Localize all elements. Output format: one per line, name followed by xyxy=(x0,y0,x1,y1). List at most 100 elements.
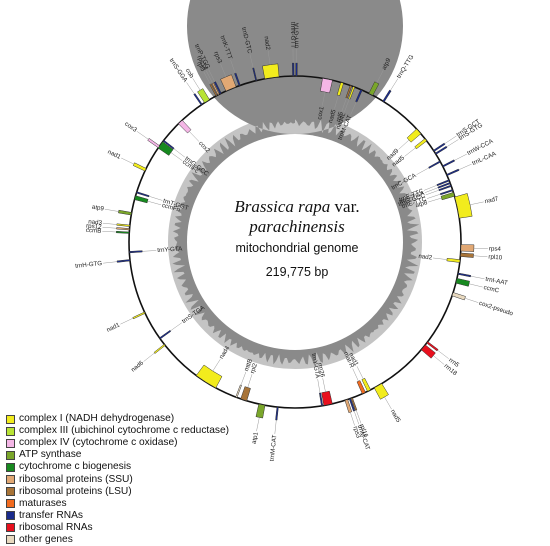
gene-label: trnH-GTG xyxy=(75,260,103,270)
gene-block xyxy=(133,312,145,319)
legend-swatch xyxy=(6,415,15,424)
legend-item: complex I (NADH dehydrogenase) xyxy=(6,413,306,425)
gene-block xyxy=(135,196,149,203)
gene-block xyxy=(428,161,440,169)
gene-leader-line xyxy=(390,79,397,91)
gene-block xyxy=(236,385,242,398)
gene-leader-line xyxy=(103,262,117,264)
legend-item: ribosomal proteins (SSU) xyxy=(6,473,306,485)
legend-item: ribosomal proteins (LSU) xyxy=(6,486,306,498)
gene-leader-line xyxy=(356,410,361,423)
gene-block xyxy=(458,273,471,277)
gene-leader-line xyxy=(187,82,195,94)
legend-swatch xyxy=(6,427,15,436)
gene-label: atp9 xyxy=(91,204,105,213)
gene-trnw-cca[interactable]: trnW-CCA xyxy=(442,137,495,167)
gene-block xyxy=(178,120,191,133)
gene-leader-line xyxy=(433,258,447,260)
gene-label: trnQ-TTG xyxy=(396,53,416,79)
gene-label: cox2-pseudo xyxy=(478,300,514,318)
legend-label: ribosomal RNAs xyxy=(19,522,93,534)
gene-leader-line xyxy=(318,379,320,393)
gene-leader-line xyxy=(213,359,221,371)
gene-cox2[interactable]: cox2 xyxy=(178,120,211,154)
gene-cox3[interactable]: cox3 xyxy=(123,120,159,147)
gene-block xyxy=(129,251,142,253)
gene-leader-line xyxy=(470,202,484,205)
legend-swatch xyxy=(6,463,15,472)
legend-item: transfer RNAs xyxy=(6,510,306,522)
genome-size: 219,775 bp xyxy=(266,265,329,279)
gene-rps4[interactable]: rps4 xyxy=(461,245,502,253)
gene-block xyxy=(292,63,294,76)
gene-block xyxy=(447,258,460,262)
gene-cox2-pseudo[interactable]: cox2-pseudo xyxy=(452,292,514,317)
gene-trnh-gtg[interactable]: trnH-GTG xyxy=(75,260,130,270)
gene-leader-line xyxy=(469,284,483,287)
gene-trnm-cat[interactable]: trnM-CAT xyxy=(349,398,371,451)
gene-leader-line xyxy=(241,372,246,385)
gene-leader-line xyxy=(189,131,199,141)
gene-leader-line xyxy=(144,353,155,362)
gene-block xyxy=(154,344,165,353)
gene-block xyxy=(117,224,130,227)
gene-block xyxy=(383,90,391,102)
gene-rpl10[interactable]: rpl10 xyxy=(460,253,503,262)
gene-block xyxy=(296,63,298,76)
gene-block xyxy=(455,193,472,218)
gene-leader-line xyxy=(105,209,119,211)
gene-leader-line xyxy=(465,298,478,302)
gene-leader-line xyxy=(248,374,252,387)
gene-label: nad3 xyxy=(88,218,103,226)
gene-label: nad7 xyxy=(484,195,499,205)
gene-leader-line xyxy=(148,201,161,205)
legend-swatch xyxy=(6,475,15,484)
gene-leader-line xyxy=(385,397,392,409)
gene-nad3[interactable]: nad3 xyxy=(88,218,130,226)
gene-block xyxy=(435,146,447,154)
gene-block xyxy=(447,169,460,176)
legend-swatch xyxy=(6,487,15,496)
legend-label: ATP synthase xyxy=(19,449,81,461)
gene-block xyxy=(241,387,251,401)
gene-nad7[interactable]: nad7 xyxy=(455,193,500,218)
gene-leader-line xyxy=(405,148,416,157)
gene-block xyxy=(456,278,470,286)
legend: complex I (NADH dehydrogenase)complex II… xyxy=(6,413,306,546)
gene-leader-line xyxy=(445,136,457,144)
gene-block xyxy=(460,253,473,258)
gene-nad2[interactable]: nad2 xyxy=(418,253,460,263)
legend-label: complex III (ubichinol cytochrome c redu… xyxy=(19,425,229,437)
legend-label: cytochrome c biogenesis xyxy=(19,461,131,473)
gene-label: nad1 xyxy=(106,321,122,333)
gene-leader-line xyxy=(454,154,466,160)
gene-block xyxy=(442,160,454,167)
gene-trny-gta[interactable]: trnY-GTA xyxy=(129,245,183,254)
gene-leader-line xyxy=(427,194,440,198)
gene-nad6[interactable]: nad6 xyxy=(130,344,165,373)
gene-leader-line xyxy=(473,256,487,257)
gene-block xyxy=(433,143,445,151)
legend-item: complex III (ubichinol cytochrome c redu… xyxy=(6,425,306,437)
gene-label: nad6 xyxy=(130,359,146,373)
gene-block xyxy=(452,292,465,300)
gene-block xyxy=(136,192,149,197)
title-genome-type: mitochondrial genome xyxy=(236,241,359,255)
gene-nad5[interactable]: nad5 xyxy=(374,384,402,425)
gene-leader-line xyxy=(357,366,363,379)
gene-block xyxy=(117,260,130,263)
gene-nad1[interactable]: nad1 xyxy=(106,312,146,334)
gene-leader-line xyxy=(399,140,409,149)
gene-ccmfc[interactable]: ccmFc xyxy=(158,142,200,175)
gene-leader-line xyxy=(447,139,459,146)
gene-block xyxy=(159,330,170,339)
gene-nad1[interactable]: nad1 xyxy=(106,149,146,172)
legend-swatch xyxy=(6,511,15,520)
legend-label: complex I (NADH dehydrogenase) xyxy=(19,413,174,425)
legend-label: maturases xyxy=(19,498,67,510)
gene-leader-line xyxy=(426,190,439,195)
gene-leader-line xyxy=(323,378,326,392)
gene-leader-line xyxy=(354,411,359,424)
gene-nad4[interactable]: nad4 xyxy=(196,345,231,388)
gene-atp9[interactable]: atp9 xyxy=(91,204,131,215)
